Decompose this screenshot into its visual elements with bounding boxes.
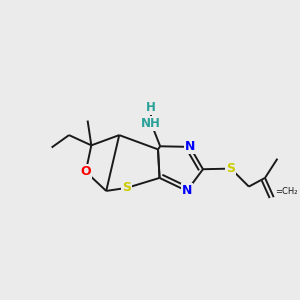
Text: N: N [182,184,192,197]
Text: S: S [226,162,236,175]
Text: =CH₂: =CH₂ [275,187,298,196]
Text: H: H [146,101,156,114]
Text: NH: NH [141,117,161,130]
Text: S: S [122,181,131,194]
Text: N: N [185,140,195,153]
Text: O: O [80,165,91,178]
